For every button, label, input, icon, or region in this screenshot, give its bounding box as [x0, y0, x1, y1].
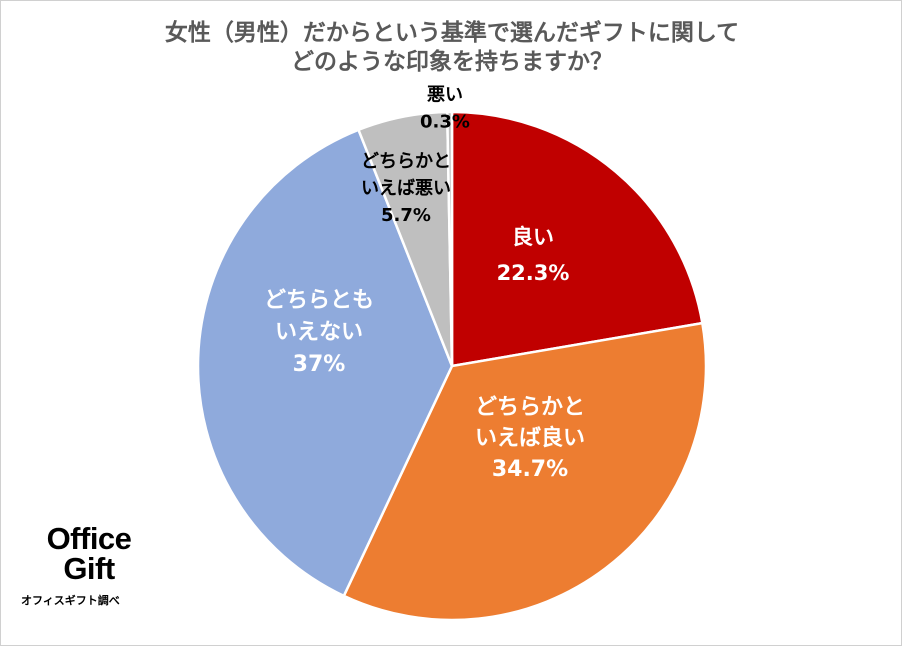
slice-name-label-1: 良い [512, 225, 554, 249]
slice-name-label-2: いえば良い [475, 425, 585, 451]
officegift-logo: Office Gift [29, 524, 169, 584]
pie-slice-1 [452, 112, 702, 366]
slice-name-label-4: いえば悪い [361, 178, 451, 199]
slice-name-label-4: どちらかと [361, 151, 451, 172]
slice-value-label-4: 5.7% [381, 205, 431, 226]
slice-name-label-2: どちらかと [475, 395, 585, 420]
slice-name-label-5: 悪い [427, 85, 463, 106]
slice-name-label-3: いえない [275, 320, 363, 345]
chart-frame: 女性（男性）だからという基準で選んだギフトに関して どのような印象を持ちますか？… [0, 0, 902, 646]
slice-value-label-2: 34.7% [492, 457, 568, 482]
logo-text-gift: Gift [29, 554, 149, 584]
slice-value-label-3: 37% [293, 352, 346, 377]
logo-text-office: Office [29, 524, 149, 554]
slice-value-label-1: 22.3% [497, 261, 570, 285]
source-note: オフィスギフト調べ [21, 592, 120, 608]
slice-name-label-3: どちらとも [264, 288, 374, 313]
slice-value-label-5: 0.3% [420, 112, 470, 133]
